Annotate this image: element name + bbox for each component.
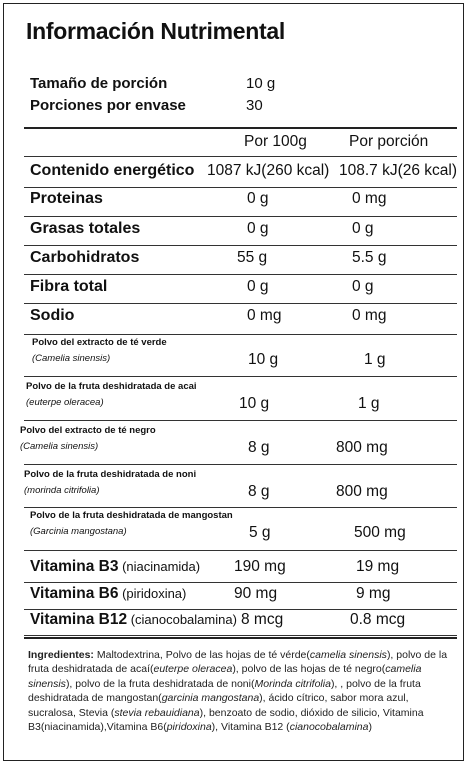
ingredient-text: ), , polvo de la fruta deshidratada de m… <box>28 677 421 705</box>
divider <box>24 187 457 188</box>
divider <box>24 156 457 157</box>
divider <box>24 635 457 636</box>
vitamin-value-per-serving: 9 mg <box>356 585 391 602</box>
nutrient-value-per100: 0 g <box>247 190 269 207</box>
nutrient-value-per-serving: 0 mg <box>352 190 387 207</box>
ingredients-text: Ingredientes: Maltodextrina, Polvo de la… <box>28 648 448 734</box>
divider <box>24 582 457 583</box>
nutrient-label: Carbohidratos <box>30 249 140 266</box>
column-header-per100: Por 100g <box>244 133 307 150</box>
vitamin-form: (cianocobalamina) <box>127 612 237 627</box>
extract-value-per-serving: 800 mg <box>336 439 388 456</box>
servings-per-container-label: Porciones por envase <box>30 97 186 114</box>
ingredient-scientific-name: piridoxina <box>166 721 212 734</box>
serving-size-label: Tamaño de porción <box>30 75 168 92</box>
ingredient-text: ), benzoato de sodio, dióxido de silicio… <box>28 706 424 734</box>
extract-value-per100: 8 g <box>248 483 270 500</box>
nutrition-panel: Información Nutrimental Tamaño de porció… <box>3 3 464 761</box>
extract-value-per-serving: 500 mg <box>354 524 406 541</box>
nutrient-value-per-serving: 0 g <box>352 278 374 295</box>
vitamin-label: Vitamina B3 (niacinamida) <box>30 558 200 576</box>
extract-name: Polvo de la fruta deshidratada de mangos… <box>30 510 233 521</box>
extract-scientific-name: (Camelia sinensis) <box>20 441 99 452</box>
ingredient-scientific-name: camelia sinensis <box>28 663 422 690</box>
divider <box>24 303 457 304</box>
ingredient-text: Maltodextrina, Polvo de las hojas de té … <box>93 649 310 661</box>
ingredient-text: ) <box>368 721 373 734</box>
nutrient-value-per-serving: 5.5 g <box>352 249 387 266</box>
vitamin-label: Vitamina B12 (cianocobalamina) <box>30 611 237 629</box>
nutrient-value-per100: 0 g <box>247 220 269 237</box>
divider <box>24 609 457 610</box>
divider <box>24 464 457 465</box>
divider <box>24 334 457 335</box>
extract-scientific-name: (morinda citrifolia) <box>24 485 100 496</box>
divider <box>24 216 457 217</box>
vitamin-name: Vitamina B3 <box>30 558 119 575</box>
extract-name: Polvo del extracto de té verde <box>32 337 167 348</box>
nutrient-value-per-serving: 108.7 kJ(26 kcal) <box>339 162 458 179</box>
divider <box>24 550 457 551</box>
serving-size-value: 10 g <box>246 75 276 92</box>
ingredient-text: ), polvo de las hojas de té negro( <box>232 663 386 676</box>
vitamin-value-per100: 190 mg <box>234 558 286 575</box>
extract-value-per-serving: 1 g <box>364 351 386 368</box>
ingredient-scientific-name: cianocobalamina <box>289 721 369 734</box>
vitamin-value-per-serving: 0.8 mcg <box>350 611 406 628</box>
ingredient-scientific-name: stevia rebauidiana <box>114 706 200 719</box>
extract-scientific-name: (Camelia sinensis) <box>32 353 111 364</box>
extract-value-per-serving: 1 g <box>358 395 380 412</box>
divider <box>24 420 457 421</box>
ingredient-scientific-name: Morinda citrifolia <box>254 677 331 690</box>
extract-name: Polvo del extracto de té negro <box>20 425 156 436</box>
panel-title: Información Nutrimental <box>26 18 285 44</box>
nutrient-label: Grasas totales <box>30 220 141 237</box>
extract-name: Polvo de la fruta deshidratada de noni <box>24 469 197 480</box>
extract-value-per100: 8 g <box>248 439 270 456</box>
vitamin-form: (niacinamida) <box>118 559 201 574</box>
vitamin-value-per-serving: 19 mg <box>356 558 400 575</box>
vitamin-value-per100: 90 mg <box>234 585 278 602</box>
vitamin-form: (piridoxina) <box>118 586 187 601</box>
nutrient-label: Contenido energético <box>30 162 195 179</box>
nutrient-value-per-serving: 0 g <box>352 220 374 237</box>
nutrient-value-per100: 0 g <box>247 278 269 295</box>
divider <box>24 127 457 129</box>
servings-per-container-value: 30 <box>246 97 263 114</box>
extract-value-per100: 10 g <box>248 351 279 368</box>
nutrient-value-per100: 55 g <box>237 249 268 266</box>
ingredient-scientific-name: camelia sinensis <box>309 649 387 661</box>
ingredient-text: ), polvo de la fruta deshidratada de aca… <box>28 649 448 676</box>
ingredient-text: ), ácido cítrico, sabor mora azul, sucra… <box>28 692 409 719</box>
vitamin-label: Vitamina B6 (piridoxina) <box>30 585 186 603</box>
ingredient-scientific-name: euterpe oleracea <box>153 663 233 676</box>
vitamin-name: Vitamina B6 <box>30 585 119 602</box>
vitamin-name: Vitamina B12 <box>30 611 128 628</box>
ingredients-label: Ingredientes: <box>28 649 94 661</box>
extract-value-per100: 5 g <box>249 524 271 541</box>
ingredient-text: ), polvo de la fruta deshidratada de non… <box>65 677 255 690</box>
ingredients-list: Maltodextrina, Polvo de las hojas de té … <box>28 649 447 733</box>
divider <box>24 507 457 508</box>
nutrient-value-per100: 1087 kJ(260 kcal) <box>207 162 330 179</box>
divider <box>24 637 457 639</box>
extract-scientific-name: (euterpe oleracea) <box>26 397 104 408</box>
ingredient-scientific-name: garcinia mangostana <box>161 692 260 705</box>
divider <box>24 245 457 246</box>
extract-value-per-serving: 800 mg <box>336 483 388 500</box>
extract-value-per100: 10 g <box>239 395 270 412</box>
extract-name: Polvo de la fruta deshidratada de acai <box>26 381 197 392</box>
nutrient-value-per-serving: 0 mg <box>352 307 387 324</box>
column-header-per-serving: Por porción <box>349 133 429 150</box>
nutrient-label: Sodio <box>30 307 75 324</box>
divider <box>24 274 457 275</box>
ingredient-text: ), Vitamina B12 ( <box>211 721 290 734</box>
nutrient-label: Proteinas <box>30 190 103 207</box>
nutrient-value-per100: 0 mg <box>247 307 282 324</box>
extract-scientific-name: (Garcinia mangostana) <box>30 526 127 537</box>
vitamin-value-per100: 8 mcg <box>241 611 284 628</box>
divider <box>24 376 457 377</box>
nutrient-label: Fibra total <box>30 278 108 295</box>
